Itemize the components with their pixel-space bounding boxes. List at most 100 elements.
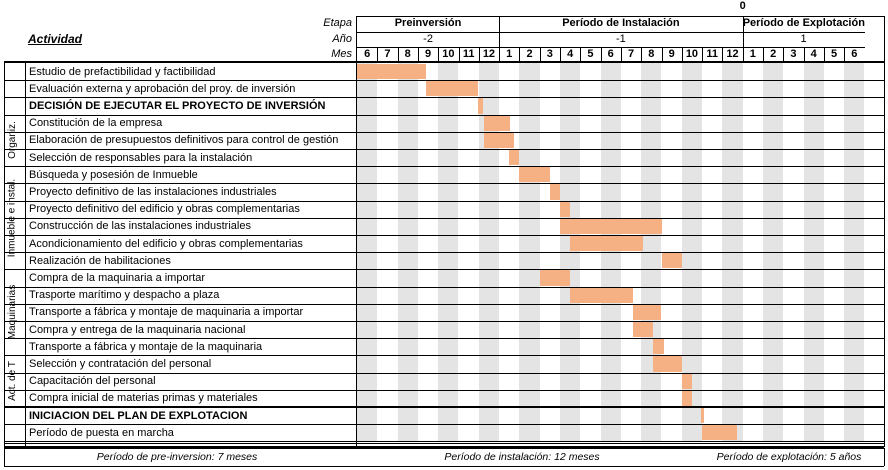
group-label: Maquinarias [7, 285, 18, 340]
row-line [4, 114, 884, 116]
activity-name-text: Período de puesta en marcha [29, 426, 174, 439]
footer-top-line [4, 448, 884, 449]
month-divider [397, 47, 399, 62]
month-label: 5 [587, 48, 594, 60]
activity-name: Construcción de las instalaciones indust… [26, 218, 356, 235]
gantt-bar [477, 98, 483, 114]
activity-name: Compra y entrega de la maquinaria nacion… [26, 321, 356, 338]
row-line [4, 97, 884, 99]
activity-name-text: Transporte a fábrica y montaje de la maq… [29, 340, 263, 353]
row-line [4, 338, 884, 340]
activity-name-text: Capacitación del personal [29, 375, 156, 388]
row-line [4, 407, 884, 408]
activity-name: Período de puesta en marcha [26, 424, 356, 441]
row-line [4, 200, 884, 202]
gantt-bar [560, 201, 571, 217]
group-separator [4, 269, 25, 271]
activity-name-text: Transporte a fábrica y montaje de maquin… [29, 306, 304, 319]
month-divider [823, 47, 825, 62]
row-line [4, 286, 884, 288]
month-label: 11 [706, 48, 719, 60]
activity-name-text: Compra de la maquinaria a importar [29, 271, 206, 284]
month-label: 7 [627, 48, 635, 60]
stage-label: Período de Explotación [742, 17, 865, 29]
header-line [357, 47, 865, 48]
month-label: 2 [770, 48, 777, 60]
month-label: 4 [567, 48, 574, 60]
group-separator [4, 114, 25, 116]
row-line [4, 355, 884, 357]
gantt-bar [549, 184, 560, 200]
gantt-bar [560, 218, 662, 234]
row-line [4, 321, 884, 322]
month-label: 3 [546, 48, 553, 60]
gantt-bar [426, 81, 478, 97]
activity-name: Elaboración de presupuestos definitivos … [26, 132, 356, 149]
month-label: 10 [442, 48, 455, 60]
activity-name: Transporte a fábrica y montaje de maquin… [26, 304, 356, 321]
gantt-bar [570, 236, 644, 252]
activity-name-text: Búsqueda y posesión de Inmueble [29, 168, 198, 181]
month-divider [478, 47, 480, 62]
month-label: 6 [607, 48, 614, 60]
row-line [4, 269, 884, 271]
month-label: 1 [749, 48, 756, 60]
gantt-bar [653, 356, 682, 372]
row-line [4, 424, 884, 426]
table-left-border [4, 62, 5, 448]
month-divider [620, 47, 622, 62]
group-separator [4, 166, 25, 168]
activity-name: Capacitación del personal [26, 373, 356, 390]
gantt-bar [570, 287, 634, 303]
gantt-bar [539, 270, 571, 286]
month-divider [702, 47, 704, 62]
activity-name-text: Compra inicial de materias primas y mate… [29, 392, 258, 405]
footer-period-label: Período de pre-inversion: 7 meses [96, 451, 258, 463]
month-divider [519, 47, 521, 62]
month-divider [417, 47, 419, 62]
name-column-border [356, 16, 357, 448]
month-divider [783, 47, 785, 62]
gantt-bar [653, 339, 664, 355]
month-label: 12 [726, 48, 739, 60]
row-line [4, 217, 884, 219]
row-line [4, 441, 884, 443]
month-label: 10 [685, 48, 699, 60]
month-label: 9 [668, 48, 675, 60]
header-label-month: Mes [331, 48, 352, 60]
row-line [4, 131, 884, 133]
month-divider [458, 47, 460, 62]
footer-border [4, 448, 5, 466]
group-separator [4, 355, 25, 357]
activity-name: Compra inicial de materias primas y mate… [26, 390, 356, 407]
month-label: 6 [851, 48, 858, 60]
month-divider [844, 47, 846, 62]
footer-period-label: Período de instalación: 12 meses [444, 451, 600, 463]
row-line [4, 235, 884, 236]
row-line [4, 252, 884, 254]
header-line [357, 32, 865, 33]
footer-bottom-line [4, 466, 884, 467]
activity-name: Transporte a fábrica y montaje de la maq… [26, 338, 356, 355]
row-line [4, 303, 884, 305]
table-right-border [884, 16, 885, 448]
activity-name: Búsqueda y posesión de Inmueble [26, 166, 356, 183]
activity-name: Evaluación externa y aprobación del proy… [26, 80, 356, 97]
header-bottom-line [4, 61, 884, 63]
gantt-bar [483, 115, 511, 131]
month-divider [641, 47, 643, 62]
activity-name-text: DECISIÓN DE EJECUTAR EL PROYECTO DE INVE… [29, 99, 326, 112]
gantt-bar [661, 253, 682, 269]
activity-name: Selección de responsables para la instal… [26, 149, 356, 166]
month-divider [803, 47, 805, 62]
month-label: 11 [462, 48, 475, 60]
activity-name: Constitución de la empresa [26, 115, 356, 132]
activity-name-text: Acondicionamiento del edificio y obras c… [29, 237, 303, 250]
month-divider [377, 47, 379, 62]
gantt-bar [633, 304, 662, 320]
activity-name-text: Elaboración de presupuestos definitivos … [29, 134, 339, 147]
row-line [4, 149, 884, 150]
activity-name-text: Evaluación externa y aprobación del proy… [29, 82, 296, 95]
month-divider [438, 47, 440, 62]
